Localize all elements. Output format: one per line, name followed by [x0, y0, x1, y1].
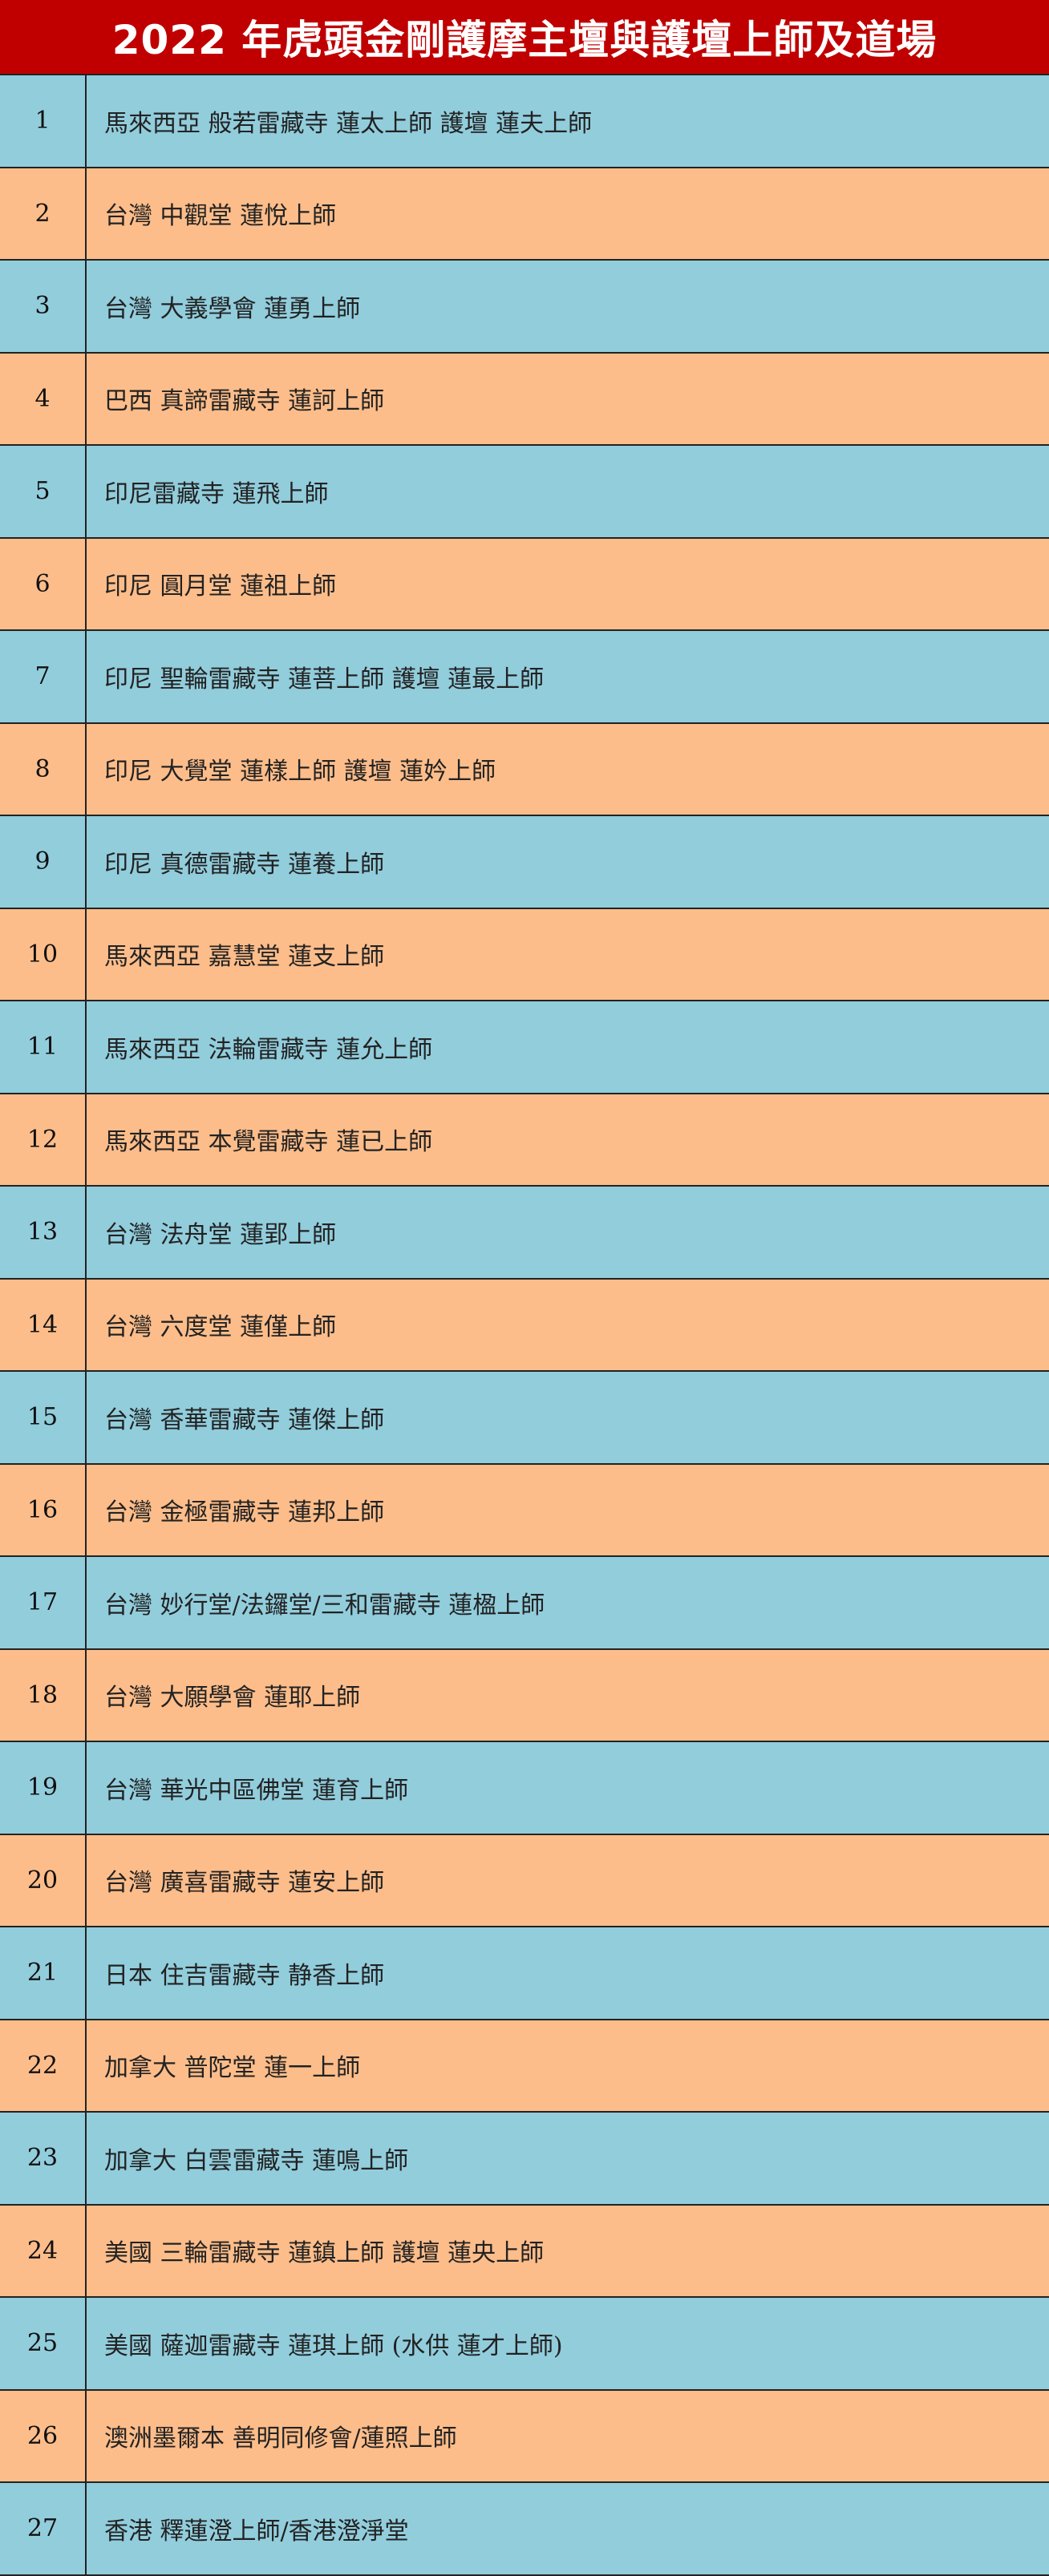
table-row: 27 香港 釋蓮澄上師/香港澄淨堂 [0, 2483, 1049, 2576]
table-row: 5 印尼雷藏寺 蓮飛上師 [0, 446, 1049, 539]
table-row: 20 台灣 廣喜雷藏寺 蓮安上師 [0, 1834, 1049, 1927]
row-number: 23 [0, 2113, 87, 2204]
row-text: 美國 三輪雷藏寺 蓮鎮上師 護壇 蓮央上師 [104, 2239, 545, 2268]
table-row: 21 日本 住吉雷藏寺 静香上師 [0, 1927, 1049, 2020]
table-row: 1 馬來西亞 般若雷藏寺 蓮太上師 護壇 蓮夫上師 [0, 75, 1049, 168]
row-number: 26 [0, 2390, 87, 2481]
table-row: 14 台灣 六度堂 蓮僅上師 [0, 1279, 1049, 1372]
row-text: 印尼雷藏寺 蓮飛上師 [104, 479, 329, 508]
table-row: 7 印尼 聖輪雷藏寺 蓮菩上師 護壇 蓮最上師 [0, 631, 1049, 724]
table-row: 22 加拿大 普陀堂 蓮一上師 [0, 2020, 1049, 2113]
row-text: 台灣 香華雷藏寺 蓮傑上師 [104, 1405, 385, 1434]
row-text: 台灣 中觀堂 蓮悅上師 [104, 202, 337, 231]
row-number: 22 [0, 2020, 87, 2111]
row-text: 台灣 廣喜雷藏寺 蓮安上師 [104, 1869, 385, 1898]
row-text: 澳洲墨爾本 善明同修會/蓮照上師 [104, 2424, 457, 2453]
table-row: 16 台灣 金極雷藏寺 蓮邦上師 [0, 1464, 1049, 1557]
row-number: 16 [0, 1464, 87, 1555]
row-number: 9 [0, 816, 87, 908]
table-row: 8 印尼 大覺堂 蓮樣上師 護壇 蓮妗上師 [0, 723, 1049, 816]
row-text: 印尼 真德雷藏寺 蓮養上師 [104, 850, 385, 879]
row-text: 台灣 法舟堂 蓮郢上師 [104, 1220, 337, 1249]
row-number: 12 [0, 1094, 87, 1185]
table-row: 10 馬來西亞 嘉慧堂 蓮支上師 [0, 908, 1049, 1001]
row-number: 21 [0, 1927, 87, 2019]
row-number: 14 [0, 1279, 87, 1370]
row-number: 11 [0, 1001, 87, 1093]
table-row: 4 巴西 真諦雷藏寺 蓮訶上師 [0, 353, 1049, 446]
table-row: 3 台灣 大義學會 蓮勇上師 [0, 261, 1049, 354]
row-text: 加拿大 普陀堂 蓮一上師 [104, 2054, 361, 2083]
row-text: 台灣 華光中區佛堂 蓮育上師 [104, 1776, 409, 1805]
table-row: 18 台灣 大願學會 蓮耶上師 [0, 1649, 1049, 1742]
row-number: 19 [0, 1742, 87, 1834]
row-number: 8 [0, 723, 87, 815]
row-text: 台灣 六度堂 蓮僅上師 [104, 1313, 337, 1342]
row-number: 20 [0, 1834, 87, 1926]
table-row: 11 馬來西亞 法輪雷藏寺 蓮允上師 [0, 1001, 1049, 1094]
row-number: 5 [0, 446, 87, 537]
row-text: 台灣 大願學會 蓮耶上師 [104, 1684, 361, 1713]
table-row: 25 美國 薩迦雷藏寺 蓮琪上師 (水供 蓮才上師) [0, 2298, 1049, 2391]
table-row: 23 加拿大 白雲雷藏寺 蓮鳴上師 [0, 2113, 1049, 2206]
temple-table: 1 馬來西亞 般若雷藏寺 蓮太上師 護壇 蓮夫上師 2 台灣 中觀堂 蓮悅上師 3 台灣 … [0, 75, 1049, 2576]
table-row: 19 台灣 華光中區佛堂 蓮育上師 [0, 1742, 1049, 1835]
row-text: 加拿大 白雲雷藏寺 蓮鳴上師 [104, 2146, 409, 2175]
row-number: 24 [0, 2205, 87, 2296]
table-row: 24 美國 三輪雷藏寺 蓮鎮上師 護壇 蓮央上師 [0, 2205, 1049, 2298]
row-text: 台灣 妙行堂/法鑼堂/三和雷藏寺 蓮楹上師 [104, 1591, 545, 1620]
table-row: 17 台灣 妙行堂/法鑼堂/三和雷藏寺 蓮楹上師 [0, 1557, 1049, 1650]
row-number: 6 [0, 538, 87, 629]
row-text: 印尼 聖輪雷藏寺 蓮菩上師 護壇 蓮最上師 [104, 665, 545, 694]
row-text: 香港 釋蓮澄上師/香港澄淨堂 [104, 2517, 409, 2546]
row-text: 馬來西亞 法輪雷藏寺 蓮允上師 [104, 1035, 433, 1064]
row-number: 7 [0, 631, 87, 722]
row-number: 17 [0, 1557, 87, 1648]
row-number: 13 [0, 1187, 87, 1278]
row-number: 10 [0, 908, 87, 1000]
table-row: 13 台灣 法舟堂 蓮郢上師 [0, 1187, 1049, 1280]
table-row: 12 馬來西亞 本覺雷藏寺 蓮已上師 [0, 1094, 1049, 1187]
table-row: 15 台灣 香華雷藏寺 蓮傑上師 [0, 1372, 1049, 1465]
row-number: 18 [0, 1649, 87, 1741]
row-text: 日本 住吉雷藏寺 静香上師 [104, 1961, 385, 1990]
row-text: 馬來西亞 嘉慧堂 蓮支上師 [104, 943, 385, 972]
row-text: 台灣 大義學會 蓮勇上師 [104, 294, 361, 323]
row-text: 印尼 圓月堂 蓮祖上師 [104, 572, 337, 601]
row-text: 馬來西亞 般若雷藏寺 蓮太上師 護壇 蓮夫上師 [104, 109, 593, 138]
row-number: 25 [0, 2298, 87, 2389]
row-text: 巴西 真諦雷藏寺 蓮訶上師 [104, 387, 385, 416]
page-title: 2022 年虎頭金剛護摩主壇與護壇上師及道場 [0, 0, 1049, 75]
row-number: 27 [0, 2483, 87, 2574]
table-row: 2 台灣 中觀堂 蓮悅上師 [0, 168, 1049, 261]
row-text: 馬來西亞 本覺雷藏寺 蓮已上師 [104, 1128, 433, 1157]
table-row: 6 印尼 圓月堂 蓮祖上師 [0, 538, 1049, 631]
row-number: 1 [0, 75, 87, 167]
row-number: 3 [0, 261, 87, 352]
row-text: 印尼 大覺堂 蓮樣上師 護壇 蓮妗上師 [104, 758, 496, 787]
row-number: 2 [0, 168, 87, 259]
row-number: 15 [0, 1372, 87, 1463]
row-text: 台灣 金極雷藏寺 蓮邦上師 [104, 1498, 385, 1527]
table-row: 26 澳洲墨爾本 善明同修會/蓮照上師 [0, 2390, 1049, 2483]
row-number: 4 [0, 353, 87, 444]
row-text: 美國 薩迦雷藏寺 蓮琪上師 (水供 蓮才上師) [104, 2331, 563, 2360]
table-row: 9 印尼 真德雷藏寺 蓮養上師 [0, 816, 1049, 909]
